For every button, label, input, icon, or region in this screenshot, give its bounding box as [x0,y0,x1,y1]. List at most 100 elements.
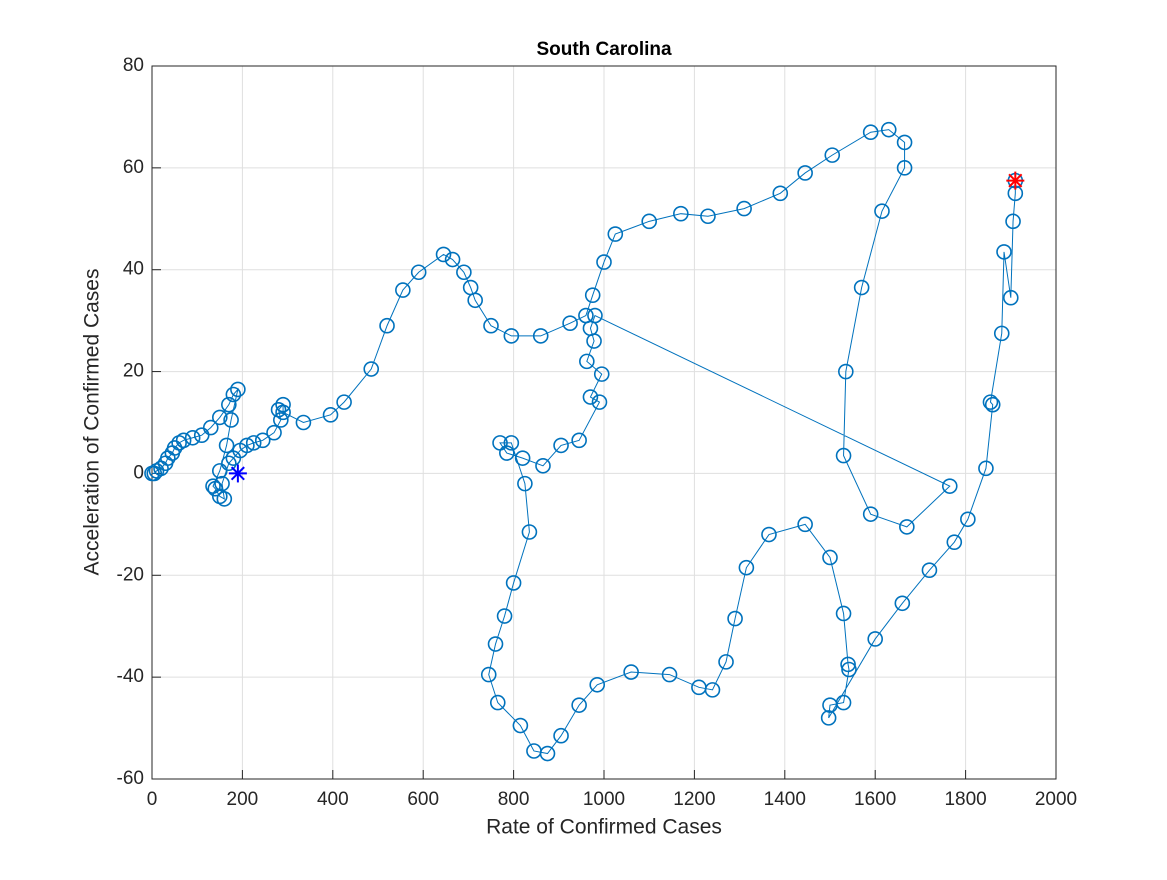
data-point [505,575,522,591]
data-point [960,511,976,528]
data-point [435,246,452,263]
data-point [704,682,721,698]
data-point [489,694,506,711]
data-point [503,328,520,344]
y-tick-label: -40 [117,666,144,687]
x-tick-label: 1600 [854,789,896,810]
data-point [184,429,201,446]
data-point [521,524,538,540]
data-point [579,353,595,370]
data-point [467,292,483,309]
data-point [212,409,228,426]
data-point [336,394,352,410]
y-axis-label: Acceleration of Confirmed Cases [81,269,104,576]
data-point [641,213,658,230]
data-point [867,631,884,647]
data-point [596,254,612,270]
y-tick-label: -60 [117,768,144,789]
data-point [322,407,339,423]
plot-frame [151,65,1057,780]
chart-title: South Carolina [536,39,672,60]
data-point [295,414,312,431]
data-point [410,264,427,281]
data-point [562,315,578,331]
data-point [996,244,1012,260]
data-point [841,661,857,678]
data-point [225,386,242,403]
data-point [772,185,789,202]
data-point [223,412,239,428]
data-point [894,595,911,612]
data-point [941,478,958,494]
data-point [379,317,395,334]
data-point [166,440,183,456]
data-point [221,455,237,472]
data-point [487,636,504,652]
data-point [853,279,870,296]
data-point [736,200,752,217]
data-point [1005,213,1021,230]
data-point [218,437,235,454]
data-point [584,287,601,303]
data-point [822,549,838,566]
data-point [591,394,608,410]
data-point [571,697,587,713]
data-point [899,519,915,535]
end-marker [1006,171,1025,190]
y-tick-label: 0 [133,462,144,483]
data-point [539,745,556,762]
x-tick-label: 800 [498,789,530,810]
data-point [921,562,938,578]
x-tick-label: 600 [407,789,439,810]
data-point [444,251,461,268]
data-point [395,282,411,298]
data-point [982,394,999,410]
x-tick-label: 1800 [944,789,986,810]
data-point [221,396,237,413]
data-point [607,226,624,242]
y-tick-label: 20 [123,361,144,382]
data-point [245,435,262,451]
data-point [797,516,813,533]
x-axis-label: Rate of Confirmed Cases [486,816,722,839]
data-point [212,463,228,479]
data-point [492,435,508,451]
x-tick-label: 2000 [1035,789,1077,810]
data-point [273,412,289,428]
data-point [727,610,743,627]
data-point [984,396,1001,413]
series-line [152,129,1016,755]
data-point [880,121,897,138]
data-point [503,435,520,451]
data-point [862,506,879,522]
data-point [571,432,587,449]
data-point [216,491,233,507]
data-point [214,475,230,492]
data-point [514,450,531,466]
data-point [553,437,569,454]
start-marker [228,464,247,483]
data-point [978,460,994,477]
y-tick-label: 40 [123,259,144,280]
data-point [822,697,838,713]
data-point [700,208,716,225]
data-point [824,147,841,163]
data-point [266,424,282,441]
data-point [589,676,606,693]
data-point [456,264,472,281]
data-point [738,559,755,576]
data-point [993,325,1010,342]
data-point [202,419,219,436]
y-tick-label: -20 [117,564,144,585]
data-point [835,447,852,464]
data-point [553,727,569,744]
data-point [480,666,497,683]
data-point [517,475,533,492]
data-point [946,534,963,550]
data-point [896,134,913,151]
data-point [718,654,734,670]
data-point [532,328,549,344]
data-point [496,608,513,624]
x-tick-label: 400 [317,789,349,810]
